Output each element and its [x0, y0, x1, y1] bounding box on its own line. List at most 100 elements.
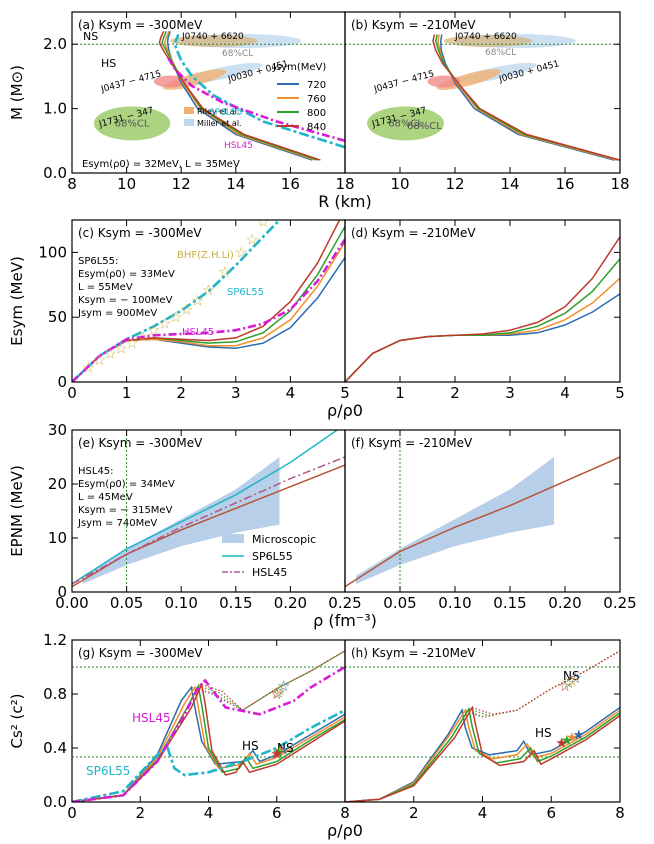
- series-720: [345, 293, 620, 382]
- x-tick-label: 3: [505, 384, 515, 402]
- x-tick-label: 10: [390, 175, 409, 193]
- axes-frame: [344, 219, 621, 383]
- x-tick-label: 2: [135, 804, 145, 822]
- y-axis-label: EPNM (MeV): [8, 465, 26, 557]
- series-720: [345, 706, 620, 802]
- series-hsl45: [72, 456, 345, 585]
- series-800: [345, 258, 620, 382]
- series-sp6l55: [72, 220, 281, 382]
- series-sp6l55: [174, 33, 345, 149]
- plot-area: [345, 236, 620, 382]
- contour-legend-entry: Riley et al.: [197, 107, 239, 116]
- y-axis-label: Esym (MeV): [8, 256, 26, 346]
- bhf-star-point: ☆: [93, 351, 106, 369]
- bhf-star-point: ☆: [125, 334, 138, 352]
- series-800-ns-branch: [468, 650, 620, 717]
- series-840: [345, 236, 620, 382]
- x-tick-label: 4: [286, 384, 296, 402]
- series-760-ns-branch: [194, 650, 345, 711]
- x-tick-label: 2: [450, 384, 460, 402]
- series-sp6l55: [72, 709, 345, 802]
- series-800: [435, 34, 620, 161]
- annotation-text: HS: [535, 726, 552, 740]
- parameter-line: SP6L55:: [78, 256, 118, 267]
- x-tick-label: 3: [231, 384, 241, 402]
- contour-legend-entry: Miller et al.: [197, 119, 242, 128]
- j0437-contour: [153, 75, 187, 88]
- x-axis-label: ρ (fm⁻³): [313, 611, 377, 630]
- j1731-contour: [93, 106, 171, 141]
- y-tick-label: 1.0: [43, 100, 67, 118]
- parameter-line: Jsym = 740MeV: [77, 518, 157, 529]
- panel-title: (c) Ksym = -300MeV: [78, 226, 202, 240]
- series-800-ns-branch: [198, 650, 345, 711]
- bhf-star-point: ☆: [114, 339, 127, 357]
- parameter-line: L = 55MeV: [78, 282, 133, 293]
- series-840-ns-branch: [201, 650, 345, 711]
- microscopic-band: [356, 457, 554, 584]
- series-800: [72, 683, 345, 802]
- cl-label: 68%CL: [115, 119, 150, 130]
- x-tick-label: 0.00: [55, 594, 88, 612]
- legend-entry: HSL45: [252, 566, 287, 579]
- x-tick-label: 4: [560, 384, 570, 402]
- plot-area: [72, 31, 345, 161]
- ns-max-star: ☆: [558, 677, 571, 695]
- bhf-star-point: ☆: [136, 328, 149, 346]
- annotation-text: HS: [242, 739, 259, 753]
- y-tick-label: 30: [48, 421, 67, 439]
- annotation-text: J0437 − 4715: [99, 69, 162, 95]
- x-tick-label: 0.05: [110, 594, 143, 612]
- parameter-line: Jsym = 900MeV: [77, 308, 157, 319]
- series-840: [432, 34, 620, 161]
- x-tick-label: 5: [340, 384, 350, 402]
- x-axis-label: ρ/ρ0: [327, 821, 363, 840]
- annotation-text: J0437 − 4715: [372, 69, 435, 95]
- bhf-star-point: ☆: [103, 344, 116, 362]
- x-tick-label: 14: [226, 175, 245, 193]
- plot-area: [72, 650, 345, 802]
- parameter-line: HSL45:: [78, 466, 114, 477]
- annotation-text: NS: [563, 669, 580, 683]
- axes-frame: [344, 11, 621, 174]
- x-tick-label: 0.15: [219, 594, 252, 612]
- series-sp6l55: [72, 430, 339, 585]
- contour-legend-swatch: [184, 119, 194, 126]
- hs-max-star: ★: [566, 730, 579, 746]
- y-axis-label: Cs² (c²): [8, 693, 26, 748]
- x-tick-label: 4: [204, 804, 214, 822]
- x-tick-label: 2: [409, 804, 419, 822]
- ns-max-star: ☆: [273, 681, 286, 699]
- x-tick-label: 0.10: [438, 594, 471, 612]
- series-hsl45: [72, 238, 345, 382]
- series-760: [345, 277, 620, 382]
- plot-area: [72, 430, 345, 592]
- annotation-text: J0740 + 6620: [454, 32, 517, 42]
- hs-max-star: ★: [572, 728, 585, 744]
- hs-max-star: ★: [555, 736, 568, 752]
- x-tick-label: 0.10: [164, 594, 197, 612]
- series-840: [345, 705, 620, 802]
- annotation-text: SP6L55: [209, 108, 242, 118]
- y-tick-label: 20: [48, 475, 67, 493]
- bhf-star-point: ☆: [82, 359, 95, 377]
- hs-max-star: ★: [560, 733, 573, 749]
- legend-entry: SP6L55: [252, 550, 293, 563]
- x-tick-label: 12: [445, 175, 464, 193]
- x-axis-label: ρ/ρ0: [327, 401, 363, 420]
- series-760-ns-branch: [465, 650, 620, 718]
- y-tick-label: 0.4: [43, 739, 67, 757]
- panel-a: 8 10 12 14 16 18 0.0 1.0 2.0 (a) Ksym = -300MeV M …: [8, 11, 372, 211]
- x-tick-label: 8: [615, 804, 625, 822]
- annotation-text: Esym(ρ0) = 32MeV, L = 35MeV: [82, 159, 240, 170]
- x-tick-label: 5: [615, 384, 625, 402]
- parameter-line: Ksym = − 315MeV: [78, 505, 173, 516]
- panel-d: 1 2 3 4 5 (d) Ksym = -210MeV: [344, 219, 625, 402]
- y-tick-label: 0: [57, 373, 67, 391]
- bhf-star-point: ☆: [235, 243, 248, 261]
- bhf-star-point: ☆: [169, 308, 182, 326]
- y-tick-label: 50: [48, 308, 67, 326]
- parameter-line: Ksym = − 100MeV: [78, 295, 173, 306]
- ns-max-star: ☆: [569, 669, 582, 687]
